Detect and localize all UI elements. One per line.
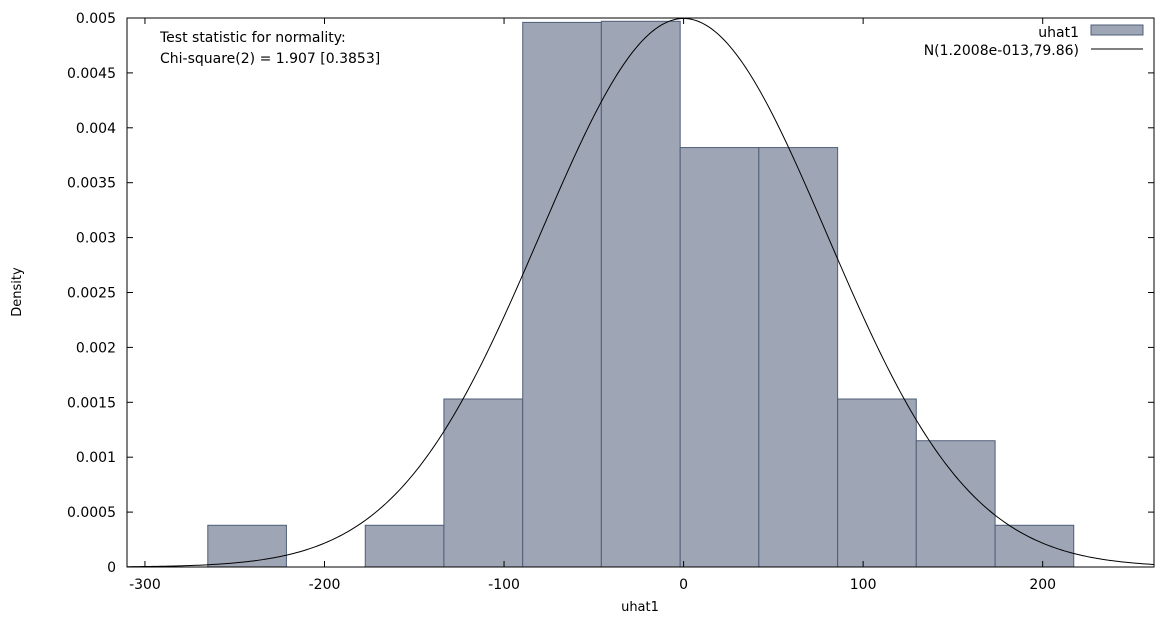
x-tick-label: -100 <box>488 577 520 593</box>
histogram-bar <box>207 524 287 568</box>
legend-swatch-bar <box>1090 24 1144 36</box>
y-tick-label: 0.0025 <box>67 286 116 302</box>
y-axis: 0 0.0005 0.001 0.0015 0.002 0.0025 0.003 0.0035… <box>67 11 1154 576</box>
y-tick-label: 0.0035 <box>67 176 116 192</box>
y-tick-label: 0.005 <box>76 11 116 27</box>
y-tick-label: 0 <box>107 560 116 576</box>
x-tick-label: 100 <box>850 577 877 593</box>
y-tick-label: 0.0015 <box>67 395 116 411</box>
histogram-bar <box>522 21 602 568</box>
histogram-bar <box>758 147 839 568</box>
x-axis-title: uhat1 <box>621 600 659 615</box>
histogram-bar <box>994 524 1075 568</box>
y-tick-label: 0.0005 <box>67 505 116 521</box>
legend-label-normal: N(1.2008e-013,79.86) <box>924 43 1079 59</box>
histogram-bar <box>443 398 524 568</box>
y-tick-label: 0.001 <box>76 450 116 466</box>
y-axis-title: Density <box>10 267 25 317</box>
histogram-bar <box>915 440 996 568</box>
y-tick-label: 0.003 <box>76 231 116 247</box>
x-tick-label: 0 <box>679 577 688 593</box>
histogram-bars <box>207 20 1075 568</box>
histogram-bar <box>364 524 445 568</box>
x-tick-label: 200 <box>1029 577 1056 593</box>
histogram-bar <box>837 398 917 568</box>
x-tick-label: -300 <box>129 577 161 593</box>
y-tick-label: 0.002 <box>76 340 116 356</box>
x-tick-label: -200 <box>309 577 341 593</box>
annotation-line-2: Chi-square(2) = 1.907 [0.3853] <box>160 51 380 67</box>
histogram-bar <box>679 147 760 568</box>
annotation-line-1: Test statistic for normality: <box>159 30 346 46</box>
normality-test-annotation: Test statistic for normality: Chi-square… <box>159 30 380 67</box>
y-tick-label: 0.0045 <box>67 66 116 82</box>
legend: uhat1 N(1.2008e-013,79.86) <box>924 24 1144 59</box>
x-axis: -300 -200 -100 0 100 200 <box>129 18 1056 593</box>
histogram-bar <box>600 20 681 568</box>
normal-density-curve <box>126 17 1155 568</box>
y-tick-label: 0.004 <box>76 121 116 137</box>
legend-label-uhat1: uhat1 <box>1038 25 1079 41</box>
